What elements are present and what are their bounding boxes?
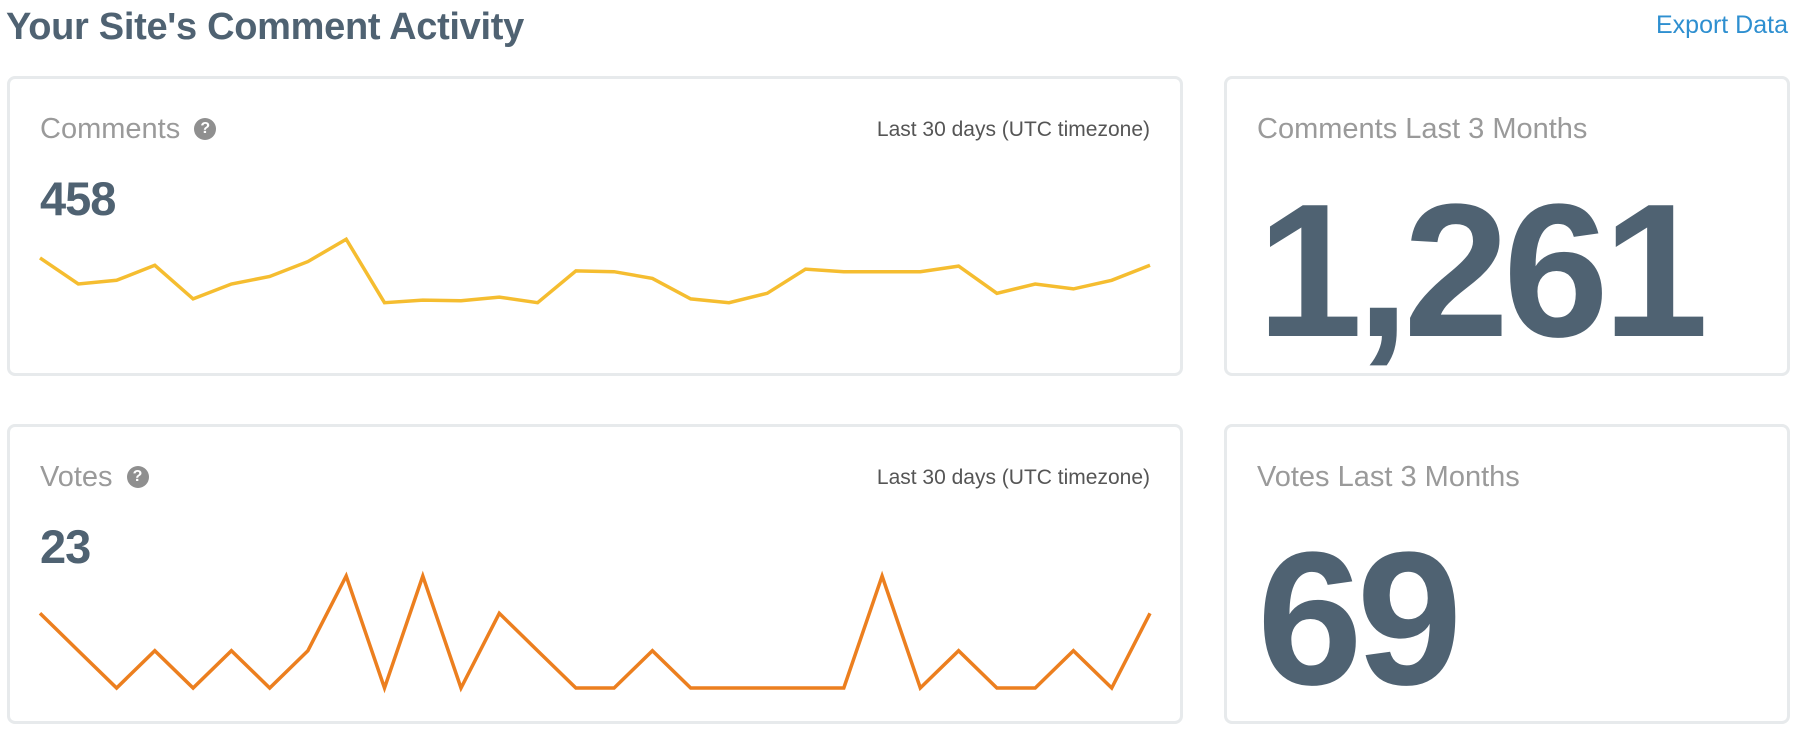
comments-range-text: Last 30 days (UTC timezone)	[876, 118, 1150, 141]
export-data-link[interactable]: Export Data	[1655, 11, 1788, 39]
votes-range-text: Last 30 days (UTC timezone)	[876, 466, 1150, 489]
votes-help-icon[interactable]: ?	[126, 466, 149, 488]
comments-total-label: Comments Last 3 Months	[1257, 113, 1588, 145]
comments-series-line	[39, 236, 1151, 305]
votes-label-row: Votes ?	[40, 459, 149, 495]
comments-total-card: Comments Last 3 Months 1,261	[1224, 76, 1790, 376]
votes-sparkline	[38, 570, 1152, 694]
votes-total-card: Votes Last 3 Months 69	[1224, 424, 1790, 724]
page-title: Your Site's Comment Activity	[6, 6, 524, 48]
comments-chart-card: Comments ? Last 30 days (UTC timezone) 4…	[7, 76, 1183, 376]
votes-chart-card: Votes ? Last 30 days (UTC timezone) 23	[7, 424, 1183, 724]
votes-count: 23	[40, 520, 91, 573]
comments-label: Comments	[40, 113, 181, 145]
votes-series-line	[38, 570, 1152, 694]
votes-total-label: Votes Last 3 Months	[1257, 461, 1520, 493]
votes-total-value: 69	[1257, 513, 1462, 725]
comments-total-value: 1,261	[1257, 165, 1708, 377]
comments-help-icon[interactable]: ?	[194, 118, 217, 140]
comments-count: 458	[40, 172, 116, 225]
votes-label: Votes	[40, 461, 113, 493]
comments-sparkline	[39, 236, 1151, 305]
comments-label-row: Comments ?	[40, 111, 217, 147]
